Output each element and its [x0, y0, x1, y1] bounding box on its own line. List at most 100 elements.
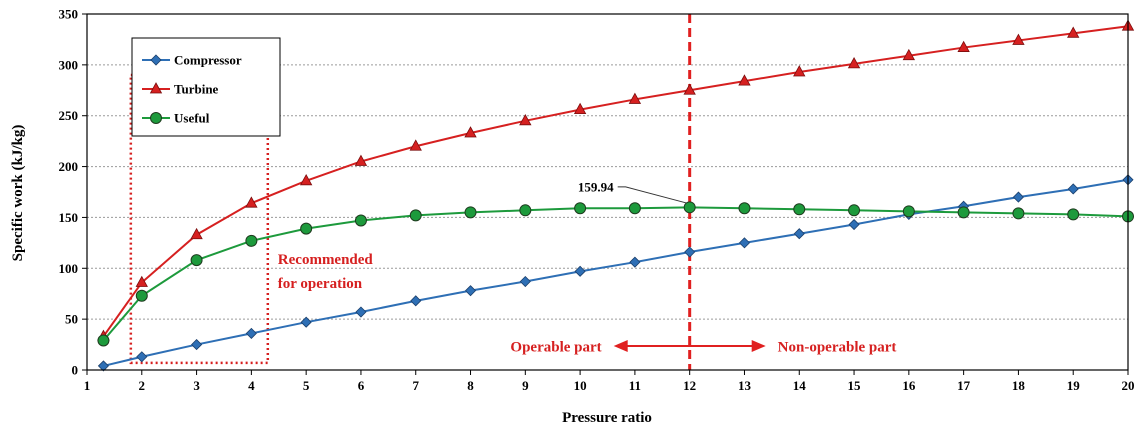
data-point-compressor	[684, 246, 696, 258]
data-point-compressor	[1012, 191, 1024, 203]
y-tick-label: 150	[59, 210, 79, 225]
operable-part-label: Operable part	[510, 340, 601, 356]
data-point-turbine	[902, 48, 916, 61]
data-point-compressor	[793, 228, 805, 240]
data-point-compressor	[410, 295, 422, 307]
x-tick-label: 13	[738, 378, 752, 393]
data-point-turbine	[1012, 33, 1025, 45]
data-point-compressor	[300, 316, 312, 328]
x-tick-label: 12	[683, 378, 696, 393]
data-point-compressor	[738, 237, 751, 249]
data-point-turbine	[628, 92, 642, 104]
legend-marker-compressor	[150, 54, 162, 66]
peak-value-label: 159.94	[578, 179, 614, 194]
x-tick-label: 14	[793, 378, 807, 393]
data-point-compressor	[464, 285, 477, 297]
arrow-right-head	[751, 340, 766, 352]
data-point-turbine	[957, 40, 970, 52]
x-tick-label: 9	[522, 378, 529, 393]
data-point-turbine	[190, 227, 203, 240]
data-point-turbine	[299, 173, 313, 186]
y-tick-label: 250	[59, 108, 79, 123]
data-point-useful	[245, 234, 258, 247]
data-point-turbine	[738, 74, 751, 86]
y-tick-label: 300	[59, 57, 79, 72]
x-tick-label: 17	[957, 378, 971, 393]
non-operable-part-label: Non-operable part	[778, 340, 897, 356]
y-tick-label: 50	[65, 312, 78, 327]
x-tick-label: 20	[1122, 378, 1135, 393]
y-tick-label: 100	[59, 261, 79, 276]
data-point-turbine	[573, 102, 587, 115]
data-point-useful	[354, 214, 367, 227]
data-point-useful	[793, 203, 806, 216]
peak-leader-line	[617, 186, 688, 204]
data-point-useful	[628, 202, 641, 215]
data-point-useful	[519, 204, 532, 217]
x-tick-label: 16	[902, 378, 916, 393]
x-tick-label: 7	[412, 378, 419, 393]
data-point-turbine	[1067, 26, 1080, 38]
data-point-turbine	[793, 65, 806, 77]
data-point-compressor	[245, 327, 257, 339]
data-point-useful	[1012, 207, 1025, 220]
y-tick-label: 0	[72, 363, 79, 378]
data-point-compressor	[97, 360, 110, 372]
legend-label-turbine: Turbine	[174, 82, 219, 97]
arrow-left-head	[613, 340, 628, 352]
x-tick-label: 11	[629, 378, 641, 393]
x-tick-label: 6	[358, 378, 365, 393]
series-line-turbine	[102, 25, 1129, 338]
y-axis-title: Specific work (kJ/kg)	[10, 125, 26, 262]
legend-label-compressor: Compressor	[174, 53, 242, 68]
x-tick-label: 18	[1012, 378, 1026, 393]
plot-frame	[86, 13, 1129, 371]
x-tick-label: 3	[193, 378, 200, 393]
x-tick-label: 5	[303, 378, 310, 393]
recommended-label-line2: for operation	[278, 276, 363, 292]
data-point-turbine	[464, 126, 477, 138]
data-point-compressor	[1067, 183, 1079, 195]
data-point-useful	[574, 202, 587, 215]
annotation-layer: Recommended for operation Operable part Non…	[129, 14, 897, 370]
data-point-useful	[683, 201, 696, 214]
data-point-turbine	[683, 83, 696, 95]
legend-label-useful: Useful	[174, 111, 210, 126]
data-point-turbine	[409, 139, 422, 151]
x-tick-label: 4	[248, 378, 255, 393]
x-tick-label: 8	[467, 378, 474, 393]
data-point-useful	[957, 206, 970, 219]
data-point-useful	[190, 254, 203, 267]
legend: Compressor Turbine Useful	[131, 37, 281, 137]
x-tick-label: 2	[139, 378, 146, 393]
legend-marker-turbine	[149, 82, 163, 94]
data-point-useful	[300, 222, 313, 235]
x-axis-title: Pressure ratio	[562, 410, 652, 426]
data-point-turbine	[135, 275, 148, 287]
data-point-compressor	[355, 306, 367, 318]
data-point-useful	[848, 204, 861, 217]
recommended-box	[129, 73, 270, 365]
data-point-turbine	[847, 57, 861, 69]
series-line-compressor	[103, 178, 1129, 367]
x-tick-label: 19	[1067, 378, 1081, 393]
y-tick-label: 200	[59, 159, 79, 174]
data-point-compressor	[848, 218, 860, 231]
x-tick-label: 10	[574, 378, 587, 393]
data-point-useful	[97, 334, 110, 347]
series-line-useful	[102, 206, 1129, 342]
data-point-useful	[135, 289, 148, 302]
data-point-compressor	[519, 275, 531, 288]
data-point-compressor	[629, 256, 641, 268]
data-point-compressor	[574, 265, 586, 277]
data-point-turbine	[245, 196, 258, 208]
recommended-label: Recommended	[278, 252, 374, 268]
x-tick-label: 1	[84, 378, 91, 393]
data-point-useful	[409, 209, 422, 222]
legend-marker-useful	[150, 112, 162, 124]
data-point-compressor	[191, 339, 203, 351]
y-tick-label: 350	[59, 7, 79, 22]
